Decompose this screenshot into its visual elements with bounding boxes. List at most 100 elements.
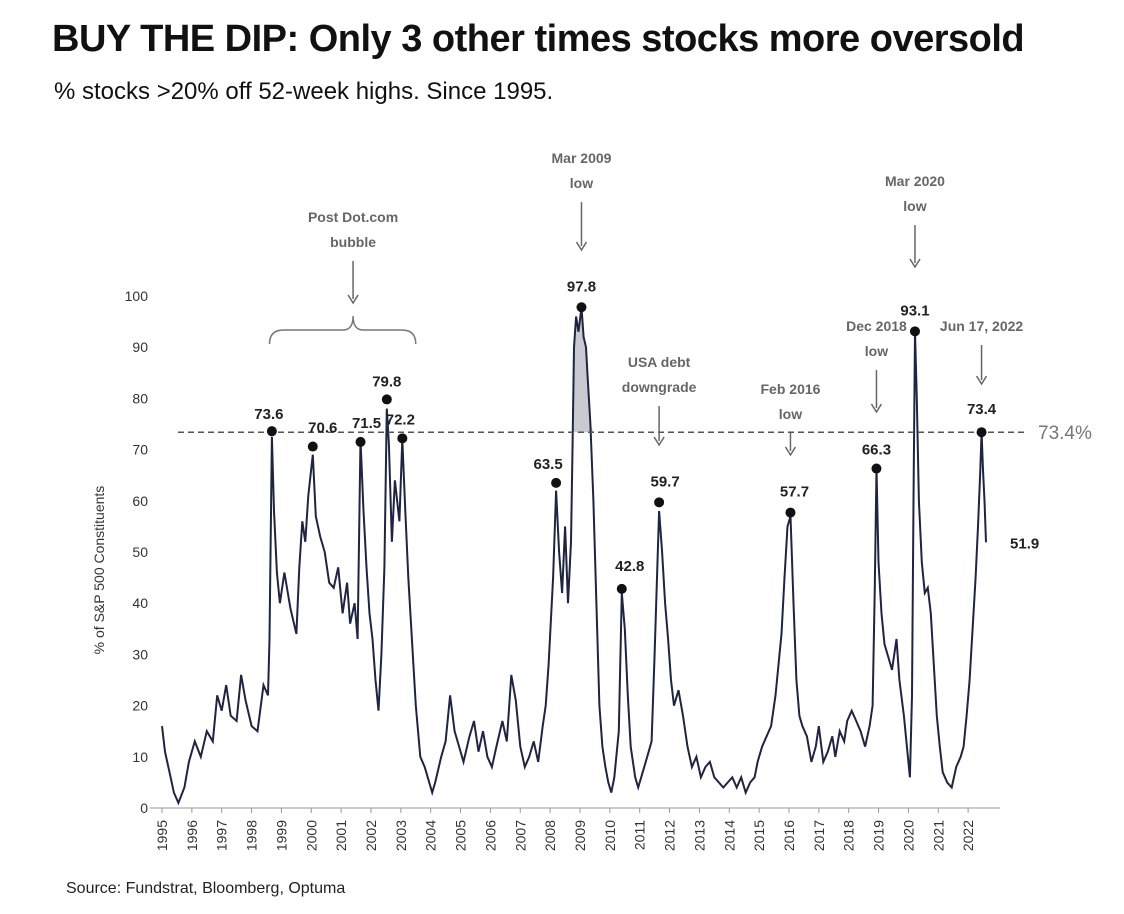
x-tick-label: 2013 [691, 820, 707, 851]
peak-markers: 73.6 70.6 71.5 79.8 72.2 63.5 97.8 42.8 59.7 57.7… [254, 278, 1039, 594]
peak-label: 73.4 [967, 401, 997, 418]
annotation-arrowhead [975, 375, 988, 386]
x-tick-label: 2005 [453, 820, 469, 851]
x-tick-label: 1995 [154, 820, 170, 851]
x-tick-label: 2009 [572, 820, 588, 851]
peak-label: 42.8 [615, 558, 644, 575]
x-tick-label: 2002 [363, 820, 379, 851]
peak-label: 97.8 [567, 278, 596, 295]
x-tick-label: 1996 [184, 820, 200, 851]
peak-label: 66.3 [862, 442, 891, 459]
y-tick-label: 70 [132, 442, 148, 458]
annotation-arrowhead [653, 436, 665, 447]
annotation-text: Jun 17, 2022 [940, 318, 1023, 334]
peak-label: 59.7 [651, 473, 680, 490]
annotation-text: low [903, 198, 926, 214]
x-tick-label: 2010 [602, 820, 618, 851]
annotation-text: Post Dot.com [308, 209, 398, 225]
annotation-text: low [570, 175, 593, 191]
reference-line: 73.4% [178, 423, 1092, 444]
annotation-text: Mar 2020 [885, 173, 945, 189]
peak-label: 70.6 [308, 420, 337, 437]
x-tick-label: 2014 [721, 820, 737, 851]
y-axis-ticks: 0 10 20 30 40 50 60 70 80 90 100 [125, 288, 149, 816]
annotation-bracket [268, 315, 417, 345]
peak-marker [909, 326, 920, 337]
chart-title: BUY THE DIP: Only 3 other times stocks m… [52, 18, 1025, 60]
x-tick-label: 2001 [333, 820, 349, 851]
x-tick-label: 1998 [244, 820, 260, 851]
x-tick-label: 1997 [214, 820, 230, 851]
x-tick-label: 2000 [303, 820, 319, 851]
x-tick-label: 2015 [751, 820, 767, 851]
peak-marker [871, 463, 882, 474]
x-tick-label: 2007 [512, 820, 528, 851]
peak-label: 57.7 [780, 484, 809, 501]
annotation-arrowhead [909, 258, 921, 269]
x-tick-label: 2019 [871, 820, 887, 851]
peak-marker [976, 427, 987, 438]
peak-label: 71.5 [352, 415, 381, 432]
x-tick-label: 1999 [273, 820, 289, 851]
peak-label: 72.2 [386, 411, 415, 428]
x-tick-label: 2021 [930, 820, 946, 851]
y-tick-label: 80 [132, 390, 148, 406]
y-tick-label: 40 [132, 595, 148, 611]
annotation-text: Feb 2016 [761, 381, 821, 397]
x-tick-label: 2011 [632, 820, 648, 850]
shaded-region [571, 307, 594, 433]
y-tick-label: 50 [132, 544, 148, 560]
x-tick-label: 2018 [841, 820, 857, 851]
annotation-arrowhead [347, 294, 359, 305]
x-tick-label: 2016 [781, 820, 797, 851]
annotation-arrowhead [870, 403, 883, 414]
peak-marker [785, 507, 796, 518]
y-tick-label: 0 [140, 800, 148, 816]
annotation-arrowhead [575, 241, 588, 252]
x-tick-label: 2020 [900, 820, 916, 851]
series-line [161, 307, 987, 806]
annotation-arrowhead [784, 446, 797, 457]
x-tick-label: 2004 [423, 820, 439, 851]
peak-marker [616, 583, 627, 594]
annotation-text: Mar 2009 [552, 150, 612, 166]
annotation-text: downgrade [622, 379, 697, 395]
annotation-text: USA debt [628, 354, 691, 370]
y-tick-label: 60 [132, 493, 148, 509]
annotation-text: low [865, 343, 888, 359]
peak-label: 63.5 [533, 456, 562, 473]
x-tick-label: 2012 [662, 820, 678, 851]
peak-marker [307, 441, 318, 452]
current-value-label: 51.9 [1010, 535, 1039, 552]
y-tick-label: 90 [132, 339, 148, 355]
y-tick-label: 100 [125, 288, 149, 304]
x-tick-label: 2006 [482, 820, 498, 851]
annotation-text: bubble [330, 234, 376, 250]
peak-marker [397, 433, 408, 444]
peak-label: 79.8 [372, 373, 401, 390]
y-axis-label: % of S&P 500 Constituents [91, 486, 107, 655]
shaded-area [571, 307, 594, 433]
annotation-text: low [779, 406, 802, 422]
peak-label: 73.6 [254, 406, 283, 423]
peak-marker [355, 436, 366, 447]
y-tick-label: 10 [132, 749, 148, 765]
event-annotations: Post Dot.com bubble Mar 2009 low USA debt dow… [268, 150, 1023, 457]
source-note: Source: Fundstrat, Bloomberg, Optuma [66, 880, 346, 897]
peak-label: 93.1 [900, 302, 929, 319]
x-axis-ticks: 1995 1996 1997 1998 1999 2000 2001 2002 2003 2004… [154, 808, 976, 851]
x-tick-label: 2008 [542, 820, 558, 851]
y-tick-label: 30 [132, 646, 148, 662]
reference-label: 73.4% [1038, 423, 1092, 444]
x-tick-label: 2022 [960, 820, 976, 851]
x-tick-label: 2003 [393, 820, 409, 851]
x-tick-label: 2017 [811, 820, 827, 851]
peak-marker [266, 426, 277, 437]
peak-marker [654, 497, 665, 508]
chart-subtitle: % stocks >20% off 52-week highs. Since 1… [54, 78, 554, 105]
annotation-text: Dec 2018 [846, 318, 907, 334]
y-tick-label: 20 [132, 698, 148, 714]
peak-marker [576, 302, 587, 313]
peak-marker [381, 394, 392, 405]
